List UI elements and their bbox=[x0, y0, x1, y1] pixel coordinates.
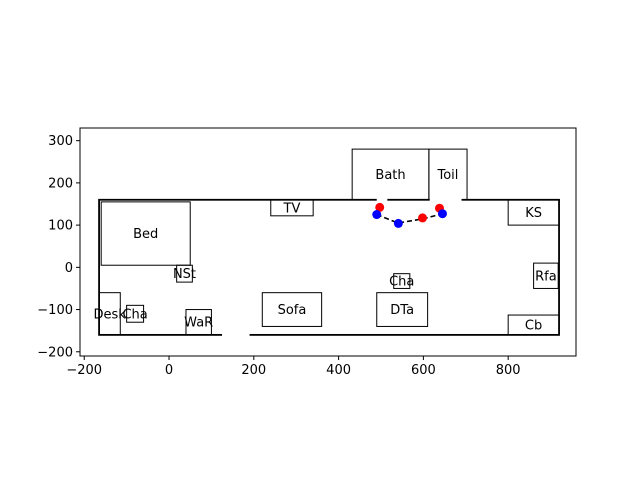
x-tick-label-0: −200 bbox=[66, 363, 102, 378]
x-tick-label-1: 0 bbox=[165, 363, 173, 378]
axes-layer: −200 0 200 400 600 800 −200 −100 0 100 200 300 bbox=[37, 134, 520, 378]
room-label-4: KS bbox=[525, 206, 542, 221]
room-box-9 bbox=[126, 304, 145, 323]
room-label-0: Bath bbox=[375, 168, 405, 183]
y-tick-label-2: 0 bbox=[65, 261, 73, 276]
walls-layer bbox=[98, 198, 560, 337]
room-box-5 bbox=[176, 264, 193, 283]
room-label-12: DTa bbox=[390, 303, 414, 318]
outer-wall bbox=[98, 198, 560, 336]
x-tick-label-5: 800 bbox=[496, 363, 521, 378]
series-1-point-1 bbox=[393, 218, 403, 228]
room-box-12 bbox=[376, 292, 429, 327]
room-label-1: Toil bbox=[437, 168, 459, 183]
x-tick-label-4: 600 bbox=[411, 363, 436, 378]
series-0-point-0 bbox=[375, 202, 385, 212]
x-tick-label-2: 200 bbox=[241, 363, 266, 378]
room-label-9: Cha bbox=[122, 307, 147, 322]
room-box-6 bbox=[393, 273, 411, 289]
points-layer bbox=[372, 202, 447, 228]
room-label-10: WaR bbox=[184, 316, 213, 331]
room-label-8: Desk bbox=[94, 307, 127, 322]
room-label-11: Sofa bbox=[278, 303, 307, 318]
y-tick-label-0: −200 bbox=[37, 345, 73, 360]
y-tick-label-4: 200 bbox=[48, 176, 73, 191]
series-0-point-1 bbox=[418, 213, 428, 223]
room-label-6: Cha bbox=[389, 275, 414, 290]
room-label-5: NSt bbox=[173, 267, 196, 282]
y-tick-label-5: 300 bbox=[48, 134, 73, 149]
room-box-2 bbox=[100, 201, 191, 266]
room-label-3: TV bbox=[283, 201, 301, 216]
room-label-7: Rfa bbox=[535, 269, 557, 284]
y-tick-label-1: −100 bbox=[37, 303, 73, 318]
trajectory-path bbox=[376, 212, 443, 224]
path-layer bbox=[376, 212, 443, 224]
plot-frame bbox=[79, 127, 577, 357]
room-label-2: Bed bbox=[133, 227, 158, 242]
series-1-point-2 bbox=[437, 209, 447, 219]
room-box-11 bbox=[261, 292, 323, 327]
x-tick-label-3: 400 bbox=[326, 363, 351, 378]
room-label-13: Cb bbox=[525, 318, 542, 333]
series-1-point-0 bbox=[372, 210, 382, 220]
y-tick-label-3: 100 bbox=[48, 219, 73, 234]
